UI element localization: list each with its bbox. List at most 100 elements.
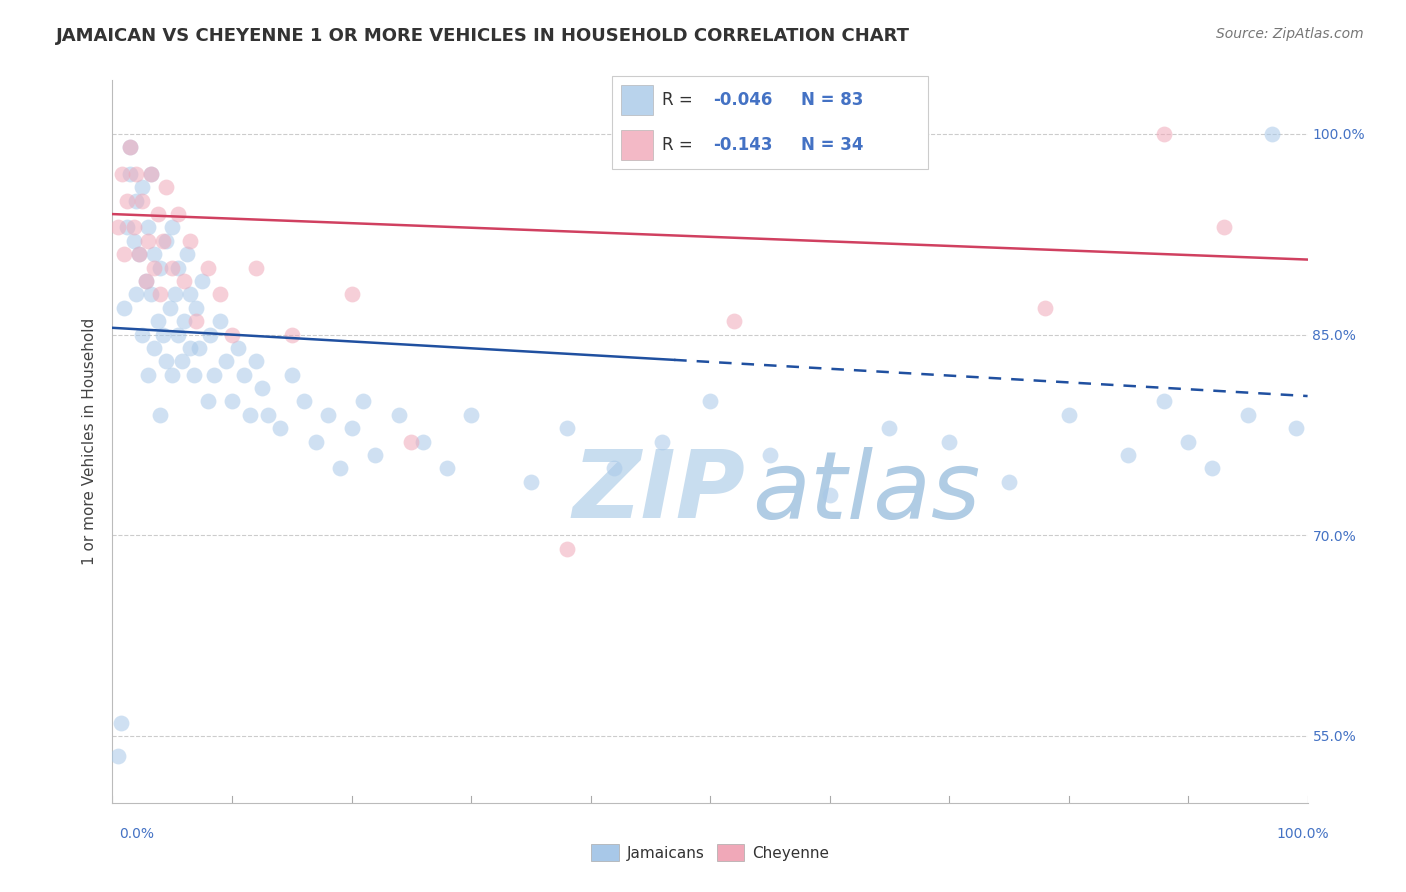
Point bbox=[233, 368, 256, 382]
Point bbox=[1153, 394, 1175, 409]
Point bbox=[139, 287, 162, 301]
FancyBboxPatch shape bbox=[621, 85, 652, 115]
Point bbox=[1177, 434, 1199, 449]
Point bbox=[149, 260, 172, 275]
Point bbox=[167, 327, 190, 342]
Text: -0.046: -0.046 bbox=[713, 91, 772, 109]
Point bbox=[699, 394, 721, 409]
Point bbox=[998, 475, 1021, 489]
Text: -0.143: -0.143 bbox=[713, 136, 772, 154]
Point bbox=[114, 247, 135, 261]
Point bbox=[163, 287, 186, 301]
Text: R =: R = bbox=[662, 91, 699, 109]
Point bbox=[352, 394, 374, 409]
Point bbox=[155, 180, 177, 194]
Point bbox=[187, 341, 209, 355]
Text: atlas: atlas bbox=[752, 447, 980, 538]
Point bbox=[107, 220, 129, 235]
Point bbox=[759, 448, 782, 462]
Legend: Jamaicans, Cheyenne: Jamaicans, Cheyenne bbox=[585, 838, 835, 867]
Point bbox=[1261, 127, 1284, 141]
Point bbox=[111, 167, 134, 181]
Point bbox=[215, 354, 238, 368]
Point bbox=[107, 749, 129, 764]
Point bbox=[143, 341, 166, 355]
Point bbox=[149, 408, 172, 422]
Point bbox=[139, 167, 162, 181]
Point bbox=[555, 421, 578, 435]
Point bbox=[186, 301, 208, 315]
Point bbox=[221, 327, 243, 342]
Text: N = 34: N = 34 bbox=[801, 136, 863, 154]
Point bbox=[125, 167, 148, 181]
Text: Source: ZipAtlas.com: Source: ZipAtlas.com bbox=[1216, 27, 1364, 41]
Point bbox=[221, 394, 243, 409]
Point bbox=[167, 260, 190, 275]
Point bbox=[159, 301, 181, 315]
Point bbox=[110, 715, 132, 730]
Point bbox=[162, 260, 183, 275]
Point bbox=[1237, 408, 1260, 422]
Point bbox=[149, 287, 172, 301]
Point bbox=[135, 274, 157, 288]
Point bbox=[131, 194, 153, 208]
Point bbox=[135, 274, 157, 288]
Point bbox=[176, 247, 198, 261]
Point bbox=[1213, 220, 1236, 235]
Text: R =: R = bbox=[662, 136, 699, 154]
Point bbox=[388, 408, 411, 422]
Point bbox=[1057, 408, 1080, 422]
Point bbox=[269, 421, 291, 435]
Text: 100.0%: 100.0% bbox=[1277, 827, 1329, 841]
Point bbox=[281, 368, 304, 382]
Point bbox=[245, 260, 267, 275]
Point bbox=[202, 368, 225, 382]
Point bbox=[340, 421, 363, 435]
Point bbox=[120, 140, 142, 154]
Text: 0.0%: 0.0% bbox=[120, 827, 155, 841]
Point bbox=[173, 314, 195, 328]
Point bbox=[651, 434, 673, 449]
Point bbox=[1201, 461, 1223, 475]
Point bbox=[155, 234, 177, 248]
Point bbox=[364, 448, 387, 462]
Point bbox=[197, 394, 219, 409]
Point bbox=[120, 167, 142, 181]
Point bbox=[723, 314, 745, 328]
Point bbox=[818, 488, 841, 502]
Point bbox=[257, 408, 280, 422]
Point bbox=[245, 354, 267, 368]
Text: N = 83: N = 83 bbox=[801, 91, 863, 109]
Point bbox=[143, 247, 166, 261]
Point bbox=[146, 314, 169, 328]
Point bbox=[122, 234, 145, 248]
Point bbox=[162, 220, 183, 235]
Point bbox=[226, 341, 249, 355]
Point bbox=[173, 274, 195, 288]
Point bbox=[138, 234, 160, 248]
Point bbox=[292, 394, 315, 409]
Point bbox=[179, 341, 201, 355]
Point bbox=[131, 180, 153, 194]
Point bbox=[555, 541, 578, 556]
Point bbox=[401, 434, 423, 449]
Point bbox=[520, 475, 543, 489]
Point bbox=[139, 167, 162, 181]
Point bbox=[167, 207, 190, 221]
Point bbox=[316, 408, 339, 422]
Point bbox=[179, 234, 201, 248]
Point bbox=[152, 234, 174, 248]
Point bbox=[209, 314, 232, 328]
Point bbox=[1153, 127, 1175, 141]
Point bbox=[938, 434, 960, 449]
Point bbox=[120, 140, 142, 154]
Point bbox=[146, 207, 169, 221]
Point bbox=[138, 368, 160, 382]
Point bbox=[115, 220, 138, 235]
Point bbox=[125, 194, 148, 208]
Point bbox=[170, 354, 193, 368]
Point bbox=[879, 421, 901, 435]
Point bbox=[128, 247, 150, 261]
Point bbox=[603, 461, 626, 475]
Point bbox=[143, 260, 166, 275]
